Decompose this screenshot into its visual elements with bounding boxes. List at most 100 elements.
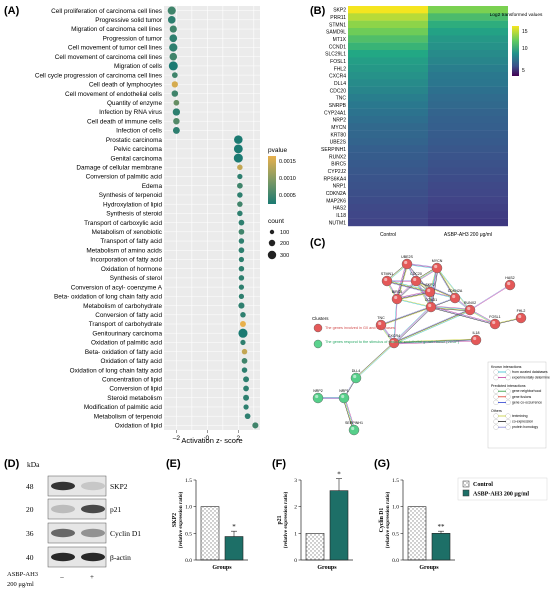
dot [237, 210, 243, 217]
dot [167, 16, 176, 24]
network-node-label: CDKN2A [448, 289, 463, 293]
heatmap-cell [428, 211, 508, 219]
node-highlight [394, 295, 398, 300]
node-highlight [315, 394, 319, 399]
network-node-label: CXCR4 [388, 334, 400, 338]
network-panel: UBE2S MYCN STMN1 CDC20 SKP2 CDKN2A BIRC5 CCND1 R… [312, 255, 550, 449]
pvalue-legend-title: pvalue [268, 147, 288, 154]
node-highlight [492, 320, 496, 325]
blot-band [81, 528, 105, 538]
gene-label: NRP1 [333, 184, 347, 190]
significance-mark: * [337, 471, 341, 479]
panel-label-e: (E) [166, 458, 181, 470]
cluster-red-label: The genes involved in G0 and G1 phases [325, 326, 395, 330]
dot [173, 99, 180, 106]
pvalue-tick: 0.0010 [279, 176, 296, 182]
network-edge [397, 298, 432, 307]
network-node [504, 279, 516, 291]
heatmap-cell [428, 189, 508, 197]
gene-label: SNRPB [329, 103, 347, 109]
network-edge [393, 338, 476, 343]
network-edge [394, 307, 432, 344]
node-highlight [507, 281, 511, 286]
dot [238, 228, 245, 235]
y-tick-label: 2 [294, 505, 297, 511]
mw-marker: 20 [26, 505, 34, 514]
network-node [425, 301, 437, 313]
network-edge [344, 397, 355, 430]
network-legend-item: co-expression [512, 420, 533, 424]
western-blot-panel: kDa 48 SKP2 20 p21 36 Cyclin D1 40 β-actin ASBP… [7, 460, 141, 588]
cluster-red-swatch [313, 323, 323, 333]
significance-mark: * [232, 523, 236, 531]
gene-label: MYCN [331, 125, 346, 131]
node-highlight [434, 264, 438, 269]
network-edge [394, 307, 432, 344]
heatmap-cell [428, 108, 508, 117]
heatmap-cell [428, 72, 508, 80]
band-label: Cyclin D1 [110, 529, 141, 538]
heatmap-cell [428, 138, 508, 146]
band-label: β-actin [110, 553, 131, 562]
gene-label: MT1X [333, 37, 347, 43]
heatmap-cell [428, 196, 508, 205]
category-label: Infection by RNA virus [99, 109, 162, 116]
network-node [470, 334, 482, 346]
dot [240, 312, 246, 318]
heatmap-cell [428, 116, 508, 124]
category-label: Prostatic carcinoma [106, 137, 163, 144]
y-axis-label-sub: (relative expression ratio) [282, 491, 289, 548]
heatmap-cell [428, 20, 508, 29]
heatmap-cell [428, 123, 508, 131]
bar-treated [329, 490, 349, 561]
x-tick-label: –2 [173, 435, 181, 442]
category-label: Cell movement of endothelial cells [65, 91, 162, 98]
heatmap-cell [348, 204, 428, 212]
mw-marker: 40 [26, 553, 34, 562]
network-edge [431, 268, 438, 308]
category-label: Oxidation of hormone [101, 266, 163, 273]
network-node-label: DLL4 [352, 369, 361, 373]
category-label: Cell proliferation of carcinoma cell lin… [51, 8, 162, 15]
gene-label: NUTM1 [329, 220, 346, 226]
cluster-green-swatch [313, 339, 323, 349]
network-edge [355, 342, 395, 379]
dot [168, 61, 178, 71]
heatmap-cell [348, 211, 428, 219]
blot-band [51, 481, 75, 491]
network-edge [387, 280, 431, 292]
network-edge [429, 267, 437, 307]
heatmap-cell [428, 6, 508, 14]
network-legend-section: Known interactions [491, 365, 522, 369]
heatmap-cell [348, 42, 428, 51]
network-legend-item: protein homology [512, 425, 538, 429]
dot [243, 385, 249, 392]
y-tick-label: 0.0 [185, 558, 192, 564]
network-node-label: CCND1 [425, 298, 437, 302]
network-node-label: NRP2 [313, 389, 323, 393]
x-tick-label: 0 [206, 435, 210, 442]
gene-label: CDC20 [330, 88, 347, 94]
heatmap-cell [348, 108, 428, 117]
heatmap-cell [428, 35, 508, 43]
network-edge [394, 310, 471, 345]
network-edge [380, 306, 432, 326]
node-highlight [473, 336, 477, 341]
category-label: Concentration of lipid [102, 377, 162, 384]
network-edge [393, 308, 470, 343]
bar-control [200, 506, 220, 561]
network-node-label: SKP2 [425, 283, 434, 287]
category-label: Modification of palmitic acid [84, 404, 163, 411]
network-node-label: STMN1 [381, 272, 393, 276]
network-edge [342, 398, 354, 431]
dot [238, 256, 245, 263]
heatmap-cell [348, 101, 428, 109]
network-edge [393, 298, 397, 343]
lane-label-treated: + [90, 573, 94, 581]
dot [237, 173, 243, 180]
network-node-label: FOSL1 [489, 315, 500, 319]
network-edge [437, 267, 456, 298]
gene-label: CYP24A1 [324, 110, 346, 116]
